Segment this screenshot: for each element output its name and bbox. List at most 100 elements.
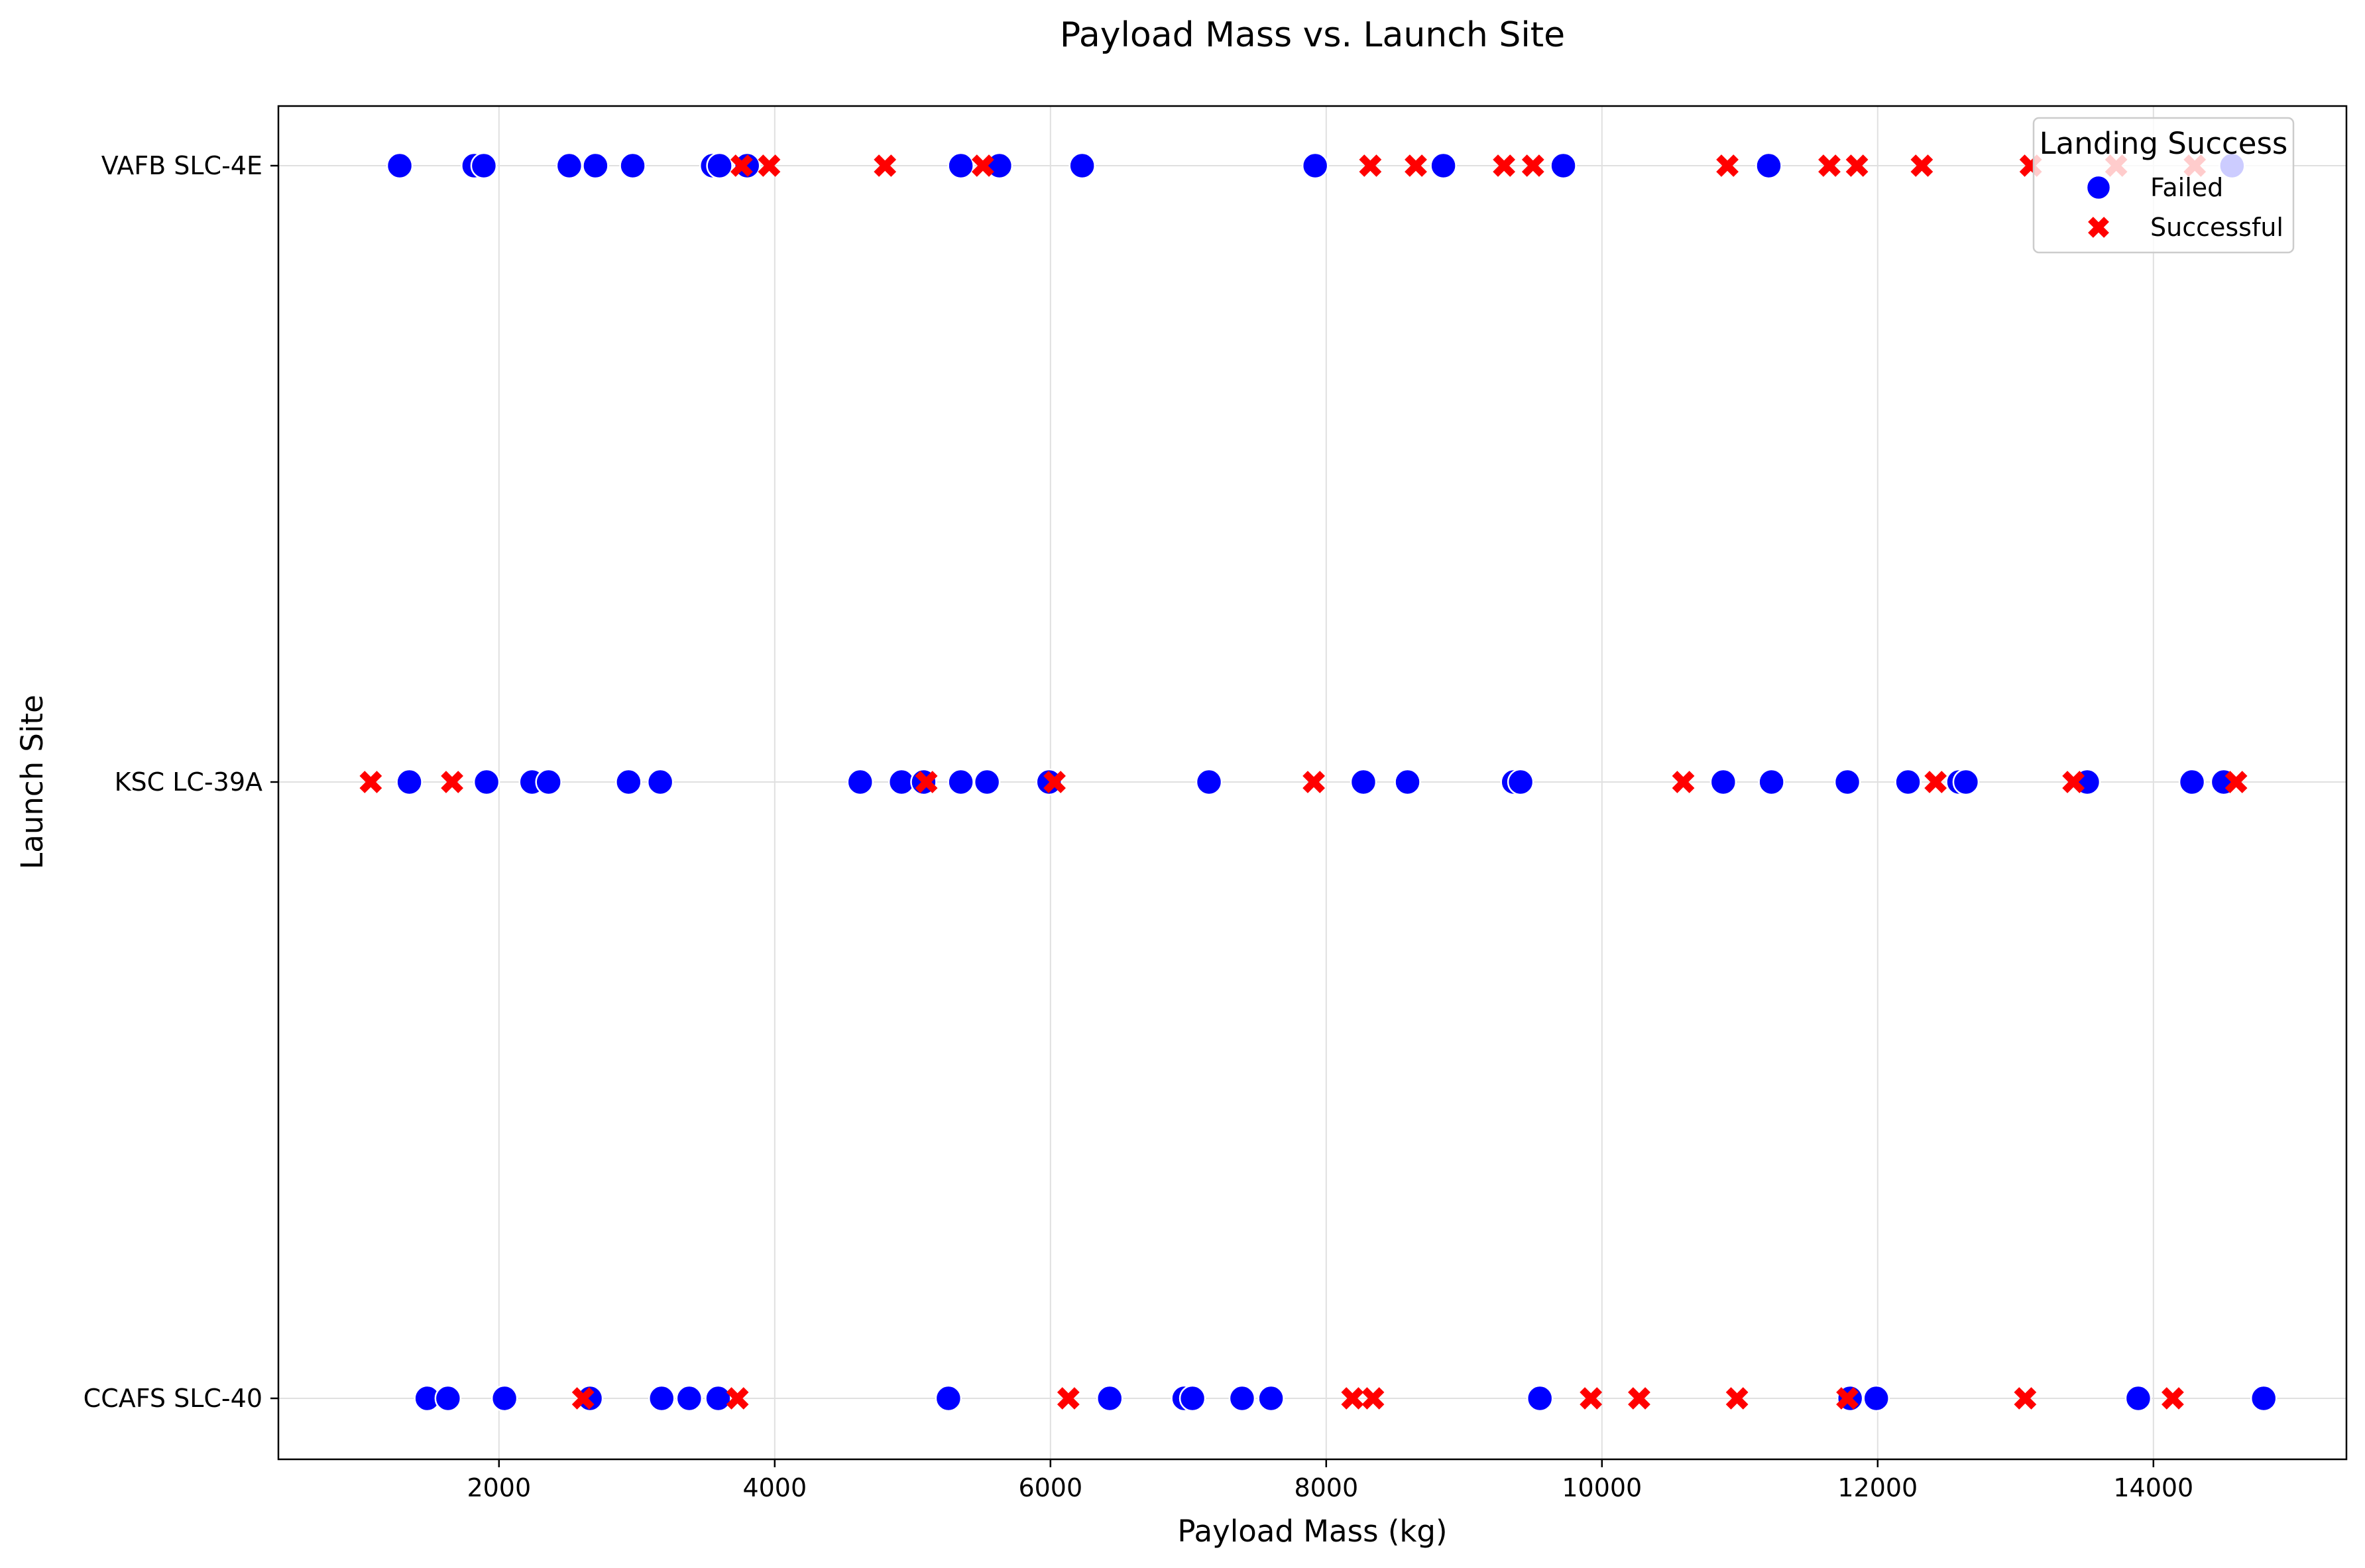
- failed-point: [473, 768, 500, 796]
- failed-point: [1863, 1384, 1890, 1412]
- failed-point: [675, 1384, 703, 1412]
- successful-point: [2014, 1387, 2037, 1410]
- failed-point: [1526, 1384, 1554, 1412]
- failed-point: [935, 1384, 962, 1412]
- legend-box: [2032, 117, 2295, 254]
- failed-point: [1894, 768, 1922, 796]
- successful-point: [1910, 154, 1933, 177]
- successful-point: [1302, 771, 1325, 793]
- x-axis-label: Payload Mass (kg): [1177, 1514, 1447, 1549]
- failed-point: [535, 768, 562, 796]
- failed-point: [555, 152, 583, 180]
- failed-point: [1195, 768, 1223, 796]
- failed-point: [947, 768, 974, 796]
- failed-point: [1179, 1384, 1206, 1412]
- failed-point: [2178, 768, 2206, 796]
- successful-point: [1341, 1387, 1364, 1410]
- failed-point: [1430, 152, 1457, 180]
- chart-title: Payload Mass vs. Launch Site: [1060, 15, 1565, 55]
- failed-point: [1350, 768, 1377, 796]
- failed-point: [470, 152, 498, 180]
- successful-point: [1845, 154, 1869, 177]
- y-tick-label: CCAFS SLC-40: [84, 1384, 262, 1413]
- failed-point: [1257, 1384, 1285, 1412]
- successful-point: [1521, 154, 1544, 177]
- failed-point: [1394, 768, 1421, 796]
- x-tick-label: 8000: [1294, 1473, 1358, 1502]
- successful-point: [2062, 771, 2085, 793]
- successful-point: [1818, 154, 1841, 177]
- legend-failed-label: Failed: [2150, 173, 2223, 202]
- successful-point: [1725, 1387, 1749, 1410]
- failed-point: [386, 152, 414, 180]
- x-tick-label: 4000: [742, 1473, 807, 1502]
- failed-point: [1709, 768, 1737, 796]
- failed-point: [1507, 768, 1534, 796]
- failed-point: [1035, 768, 1063, 796]
- x-tick-label: 10000: [1562, 1473, 1642, 1502]
- successful-point: [1628, 1387, 1650, 1410]
- successful-point: [441, 771, 463, 793]
- failed-point: [846, 768, 874, 796]
- failed-point: [706, 152, 733, 180]
- successful-point: [971, 154, 994, 177]
- failed-point: [1228, 1384, 1256, 1412]
- successful-point: [1716, 154, 1739, 177]
- successful-point: [1580, 1387, 1603, 1410]
- y-axis-label: Launch Site: [15, 695, 50, 869]
- failed-point: [1833, 768, 1861, 796]
- failed-point: [648, 1384, 675, 1412]
- failed-point: [1550, 152, 1577, 180]
- failed-point: [1068, 152, 1096, 180]
- successful-point: [359, 771, 382, 793]
- successful-point: [2162, 1387, 2184, 1410]
- data-points: [359, 152, 2278, 1412]
- y-tick-label: VAFB SLC-4E: [101, 151, 262, 180]
- legend-successful-marker: [2088, 217, 2109, 238]
- failed-point: [1952, 768, 1980, 796]
- failed-point: [396, 768, 423, 796]
- successful-point: [1043, 771, 1066, 793]
- successful-point: [1359, 154, 1382, 177]
- x-tick-label: 6000: [1018, 1473, 1082, 1502]
- successful-point: [1361, 1387, 1385, 1410]
- successful-point: [2224, 771, 2248, 793]
- legend[interactable]: Landing Success Failed Successful: [2032, 117, 2295, 254]
- successful-point: [1057, 1387, 1080, 1410]
- successful-point: [874, 154, 897, 177]
- failed-point: [490, 1384, 518, 1412]
- legend-title: Landing Success: [2040, 126, 2288, 161]
- failed-point: [2250, 1384, 2278, 1412]
- successful-point: [758, 154, 781, 177]
- failed-point: [1755, 152, 1782, 180]
- x-tick-label: 14000: [2113, 1473, 2193, 1502]
- successful-point: [1405, 154, 1427, 177]
- legend-failed-marker: [2085, 174, 2112, 201]
- failed-point: [733, 152, 761, 180]
- failed-point: [615, 768, 642, 796]
- successful-point: [1924, 771, 1947, 793]
- failed-point: [1096, 1384, 1124, 1412]
- failed-point: [1758, 768, 1785, 796]
- failed-point: [434, 1384, 462, 1412]
- successful-point: [571, 1387, 595, 1410]
- x-tick-label: 2000: [467, 1473, 531, 1502]
- failed-point: [2124, 1384, 2152, 1412]
- failed-point: [619, 152, 646, 180]
- x-axis-ticks: 2000 4000 6000 8000 10000 12000 14000: [467, 1459, 2193, 1502]
- successful-point: [730, 154, 753, 177]
- successful-point: [1672, 771, 1695, 793]
- y-axis-ticks: CCAFS SLC-40 KSC LC-39A VAFB SLC-4E: [84, 151, 278, 1413]
- failed-point: [973, 768, 1001, 796]
- y-tick-label: KSC LC-39A: [115, 767, 262, 797]
- successful-point: [1836, 1387, 1859, 1410]
- failed-point: [705, 1384, 732, 1412]
- failed-point: [582, 152, 609, 180]
- failed-point: [646, 768, 674, 796]
- legend-successful-label: Successful: [2150, 213, 2283, 242]
- successful-point: [1493, 154, 1516, 177]
- successful-point: [726, 1387, 749, 1410]
- successful-point: [915, 771, 938, 793]
- failed-point: [947, 152, 974, 180]
